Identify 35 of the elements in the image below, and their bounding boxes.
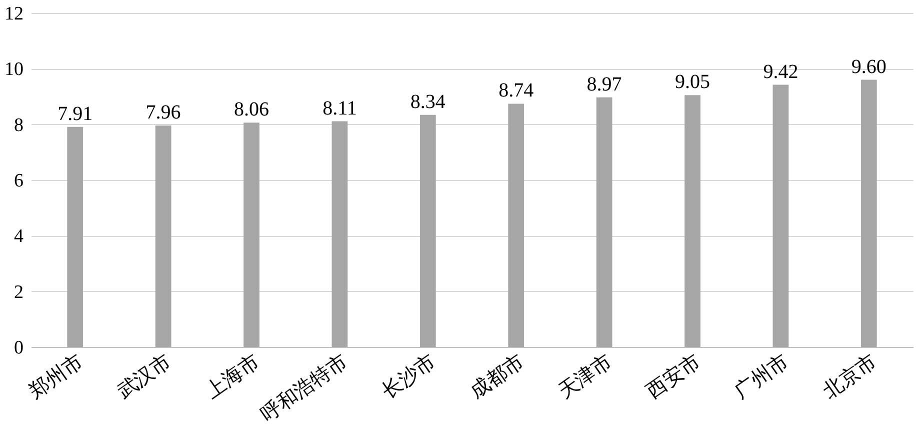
x-tick-label: 长沙市	[378, 350, 440, 404]
bar	[332, 121, 348, 347]
data-label: 7.96	[146, 101, 181, 124]
x-tick-label: 成都市	[466, 350, 528, 404]
bar	[420, 114, 436, 347]
bar	[155, 125, 172, 347]
x-tick-label: 武汉市	[114, 350, 176, 404]
x-tick-label: 天津市	[554, 350, 616, 404]
y-tick-label: 2	[14, 282, 24, 303]
y-tick-label: 0	[14, 338, 24, 358]
data-label: 8.34	[410, 90, 446, 113]
y-tick-label: 10	[4, 59, 24, 80]
data-label: 7.91	[58, 102, 93, 125]
bar	[596, 97, 612, 347]
bar	[772, 84, 789, 347]
x-tick-label: 北京市	[819, 350, 881, 404]
data-label: 9.42	[763, 60, 798, 83]
bar	[67, 126, 84, 347]
x-tick-label: 西安市	[642, 350, 705, 404]
data-label: 8.11	[322, 97, 357, 120]
data-label: 8.97	[586, 73, 622, 96]
bar	[684, 95, 700, 347]
x-tick-label: 广州市	[730, 350, 793, 404]
bar	[860, 80, 877, 347]
y-tick-label: 8	[14, 114, 24, 136]
bar	[244, 122, 260, 347]
y-tick-label: 12	[4, 4, 24, 24]
data-label: 9.05	[675, 71, 710, 94]
data-label: 8.74	[498, 80, 534, 102]
data-label: 9.60	[851, 56, 886, 78]
bar	[508, 104, 524, 347]
x-tick-label: 郑州市	[25, 350, 88, 404]
y-tick-label: 6	[14, 170, 24, 192]
y-tick-label: 4	[14, 226, 24, 248]
data-label: 8.06	[234, 98, 269, 121]
